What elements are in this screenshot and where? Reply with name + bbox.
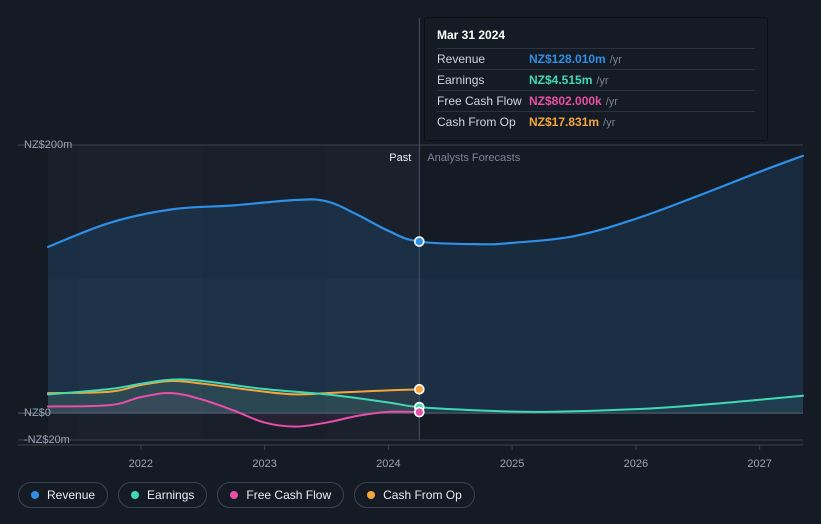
x-axis-label: 2024 <box>376 458 400 470</box>
x-axis-label: 2026 <box>624 458 648 470</box>
tooltip-row-value: NZ$17.831m <box>529 115 599 129</box>
legend-item-revenue[interactable]: Revenue <box>18 482 108 508</box>
legend-item-label: Revenue <box>47 488 95 502</box>
legend-item-earnings[interactable]: Earnings <box>118 482 207 508</box>
tooltip-row: Free Cash FlowNZ$802.000k/yr <box>437 90 755 111</box>
x-axis-label: 2027 <box>747 458 771 470</box>
legend-item-label: Earnings <box>147 488 194 502</box>
tooltip-row-value: NZ$128.010m <box>529 52 606 66</box>
legend-dot-icon <box>230 491 238 499</box>
tooltip-row-label: Free Cash Flow <box>437 94 529 108</box>
tooltip-row-label: Earnings <box>437 73 529 87</box>
tooltip-date: Mar 31 2024 <box>437 28 755 42</box>
tooltip-row-unit: /yr <box>596 75 608 87</box>
tooltip-row-unit: /yr <box>603 117 615 129</box>
chart-legend: Revenue Earnings Free Cash Flow Cash From O… <box>18 482 475 508</box>
legend-item-cfo[interactable]: Cash From Op <box>354 482 475 508</box>
y-axis-label: -NZ$20m <box>24 434 70 446</box>
legend-dot-icon <box>367 491 375 499</box>
x-axis-label: 2025 <box>500 458 524 470</box>
tooltip-row: Cash From OpNZ$17.831m/yr <box>437 111 755 132</box>
legend-dot-icon <box>31 491 39 499</box>
financials-forecast-chart: Mar 31 2024 RevenueNZ$128.010m/yrEarning… <box>0 0 821 524</box>
chart-tooltip: Mar 31 2024 RevenueNZ$128.010m/yrEarning… <box>425 18 767 140</box>
tooltip-row-value: NZ$802.000k <box>529 94 602 108</box>
forecast-section-label: Analysts Forecasts <box>427 152 520 164</box>
legend-item-fcf[interactable]: Free Cash Flow <box>217 482 344 508</box>
tooltip-row-unit: /yr <box>606 96 618 108</box>
x-axis-label: 2022 <box>129 458 153 470</box>
tooltip-row-label: Revenue <box>437 52 529 66</box>
tooltip-row: RevenueNZ$128.010m/yr <box>437 48 755 69</box>
tooltip-row: EarningsNZ$4.515m/yr <box>437 69 755 90</box>
x-axis-label: 2023 <box>252 458 276 470</box>
past-section-label: Past <box>389 152 411 164</box>
tooltip-row-label: Cash From Op <box>437 115 529 129</box>
tooltip-row-unit: /yr <box>610 54 622 66</box>
y-axis-label: NZ$0 <box>24 407 51 419</box>
tooltip-row-value: NZ$4.515m <box>529 73 592 87</box>
y-axis-label: NZ$200m <box>24 139 72 151</box>
legend-item-label: Cash From Op <box>383 488 462 502</box>
legend-item-label: Free Cash Flow <box>246 488 331 502</box>
legend-dot-icon <box>131 491 139 499</box>
